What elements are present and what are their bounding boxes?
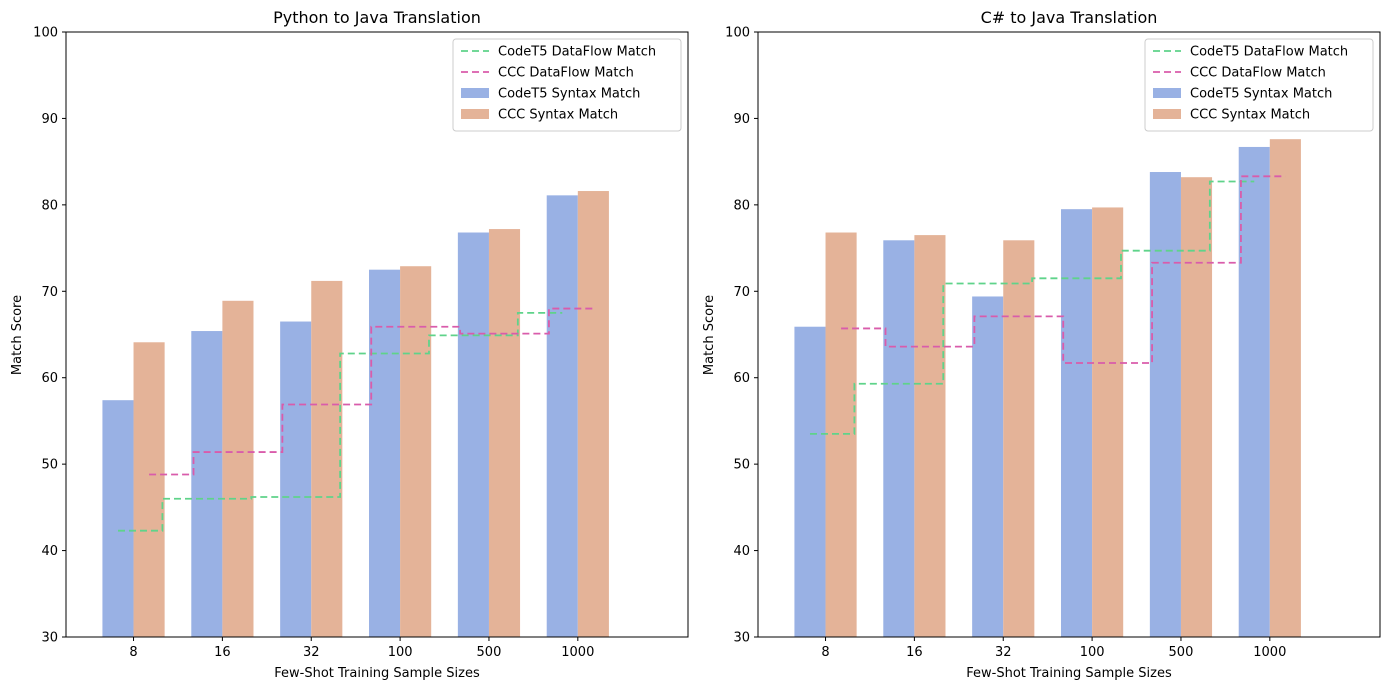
legend-swatch-codet5-syntax-match bbox=[461, 88, 489, 98]
legend-swatch-ccc-syntax-match bbox=[461, 109, 489, 119]
x-tick-label: 32 bbox=[995, 645, 1012, 660]
legend-swatch-codet5-syntax-match bbox=[1153, 88, 1181, 98]
legend-label-codet5-syntax-match: CodeT5 Syntax Match bbox=[1190, 87, 1332, 102]
line-codet5-dataflow-match bbox=[809, 180, 1255, 435]
x-tick-label: 100 bbox=[1080, 645, 1105, 660]
bar-ccc-syntax-match-100 bbox=[1092, 207, 1124, 637]
legend-label-ccc-syntax-match: CCC Syntax Match bbox=[1190, 108, 1310, 123]
bar-codet5-syntax-match-1000 bbox=[1238, 146, 1270, 637]
y-tick-label: 70 bbox=[733, 285, 750, 300]
y-tick-label: 100 bbox=[725, 26, 750, 41]
legend-label-codet5-dataflow-match: CodeT5 DataFlow Match bbox=[498, 45, 656, 60]
y-tick-label: 50 bbox=[41, 458, 58, 473]
x-tick-label: 8 bbox=[129, 645, 137, 660]
x-tick-label: 1000 bbox=[1253, 645, 1286, 660]
bar-codet5-syntax-match-100 bbox=[1061, 209, 1093, 637]
bar-codet5-syntax-match-500 bbox=[457, 232, 489, 637]
legend-label-codet5-dataflow-match: CodeT5 DataFlow Match bbox=[1190, 45, 1348, 60]
bar-ccc-syntax-match-500 bbox=[488, 229, 521, 638]
legend: CodeT5 DataFlow Match CCC DataFlow Match C… bbox=[1144, 38, 1374, 132]
bar-ccc-syntax-match-8 bbox=[133, 342, 165, 637]
y-tick-label: 30 bbox=[733, 631, 750, 646]
bar-ccc-syntax-match-100 bbox=[400, 266, 432, 637]
bar-codet5-syntax-match-8 bbox=[794, 326, 826, 637]
bar-ccc-syntax-match-32 bbox=[1003, 240, 1035, 638]
bar-codet5-syntax-match-8 bbox=[102, 400, 134, 637]
lines-group bbox=[809, 175, 1286, 435]
bar-ccc-syntax-match-32 bbox=[311, 280, 343, 637]
y-tick-label: 60 bbox=[41, 371, 58, 386]
legend: CodeT5 DataFlow Match CCC DataFlow Match C… bbox=[452, 38, 682, 132]
y-tick-label: 30 bbox=[41, 631, 58, 646]
bar-codet5-syntax-match-1000 bbox=[546, 195, 578, 637]
legend-label-codet5-syntax-match: CodeT5 Syntax Match bbox=[498, 87, 640, 102]
bar-ccc-syntax-match-8 bbox=[825, 232, 857, 637]
bar-codet5-syntax-match-16 bbox=[191, 331, 223, 637]
y-axis-label: Match Score bbox=[702, 295, 717, 375]
bar-codet5-syntax-match-32 bbox=[280, 321, 312, 637]
legend-label-ccc-dataflow-match: CCC DataFlow Match bbox=[498, 66, 634, 81]
plot-frame bbox=[757, 31, 1381, 638]
chart-panel-csharp-to-java: C# to Java Translation 30 40 50 60 70 80 90 100… bbox=[702, 8, 1381, 681]
y-tick-label: 90 bbox=[41, 112, 58, 127]
x-tick-label: 500 bbox=[1169, 645, 1194, 660]
plot-frame bbox=[65, 31, 689, 638]
legend-label-ccc-dataflow-match: CCC DataFlow Match bbox=[1190, 66, 1326, 81]
x-tick-label: 1000 bbox=[561, 645, 594, 660]
y-tick-label: 80 bbox=[41, 198, 58, 213]
x-tick-label: 16 bbox=[214, 645, 231, 660]
y-axis-ticks: 30 40 50 60 70 80 90 100 bbox=[33, 26, 66, 646]
x-tick-label: 500 bbox=[477, 645, 502, 660]
bar-ccc-syntax-match-1000 bbox=[1269, 139, 1301, 637]
chart-panel-python-to-java: Python to Java Translation 30 40 50 60 70 80 9… bbox=[10, 8, 689, 681]
bar-codet5-syntax-match-500 bbox=[1149, 172, 1181, 637]
x-tick-label: 8 bbox=[821, 645, 829, 660]
lines-group bbox=[117, 307, 594, 532]
x-tick-label: 32 bbox=[303, 645, 320, 660]
x-axis-ticks: 8 16 32 100 500 1000 bbox=[821, 637, 1286, 660]
legend-swatch-ccc-syntax-match bbox=[1153, 109, 1181, 119]
chart-title: C# to Java Translation bbox=[981, 8, 1158, 27]
y-tick-label: 100 bbox=[33, 26, 58, 41]
y-tick-label: 60 bbox=[733, 371, 750, 386]
bar-ccc-syntax-match-500 bbox=[1180, 177, 1213, 637]
line-codet5-dataflow-match bbox=[117, 311, 563, 532]
y-tick-label: 40 bbox=[41, 544, 58, 559]
bar-ccc-syntax-match-16 bbox=[222, 300, 254, 637]
bar-codet5-syntax-match-100 bbox=[369, 269, 401, 637]
x-axis-label: Few-Shot Training Sample Sizes bbox=[274, 666, 480, 681]
x-tick-label: 100 bbox=[388, 645, 413, 660]
legend-box bbox=[452, 38, 682, 132]
bar-codet5-syntax-match-16 bbox=[883, 240, 915, 638]
y-tick-label: 80 bbox=[733, 198, 750, 213]
legend-box bbox=[1144, 38, 1374, 132]
x-axis-label: Few-Shot Training Sample Sizes bbox=[966, 666, 1172, 681]
bars-group bbox=[794, 139, 1301, 638]
chart-title: Python to Java Translation bbox=[273, 8, 481, 27]
bar-ccc-syntax-match-16 bbox=[914, 235, 946, 637]
line-ccc-dataflow-match bbox=[841, 175, 1286, 364]
y-tick-label: 40 bbox=[733, 544, 750, 559]
x-tick-label: 16 bbox=[906, 645, 923, 660]
bar-codet5-syntax-match-32 bbox=[972, 296, 1004, 637]
y-tick-label: 70 bbox=[41, 285, 58, 300]
y-tick-label: 50 bbox=[733, 458, 750, 473]
line-ccc-dataflow-match bbox=[149, 307, 594, 476]
bar-ccc-syntax-match-1000 bbox=[577, 191, 609, 637]
y-axis-ticks: 30 40 50 60 70 80 90 100 bbox=[725, 26, 758, 646]
legend-label-ccc-syntax-match: CCC Syntax Match bbox=[498, 108, 618, 123]
x-axis-ticks: 8 16 32 100 500 1000 bbox=[129, 637, 594, 660]
y-tick-label: 90 bbox=[733, 112, 750, 127]
y-axis-label: Match Score bbox=[10, 295, 25, 375]
bars-group bbox=[102, 191, 609, 638]
